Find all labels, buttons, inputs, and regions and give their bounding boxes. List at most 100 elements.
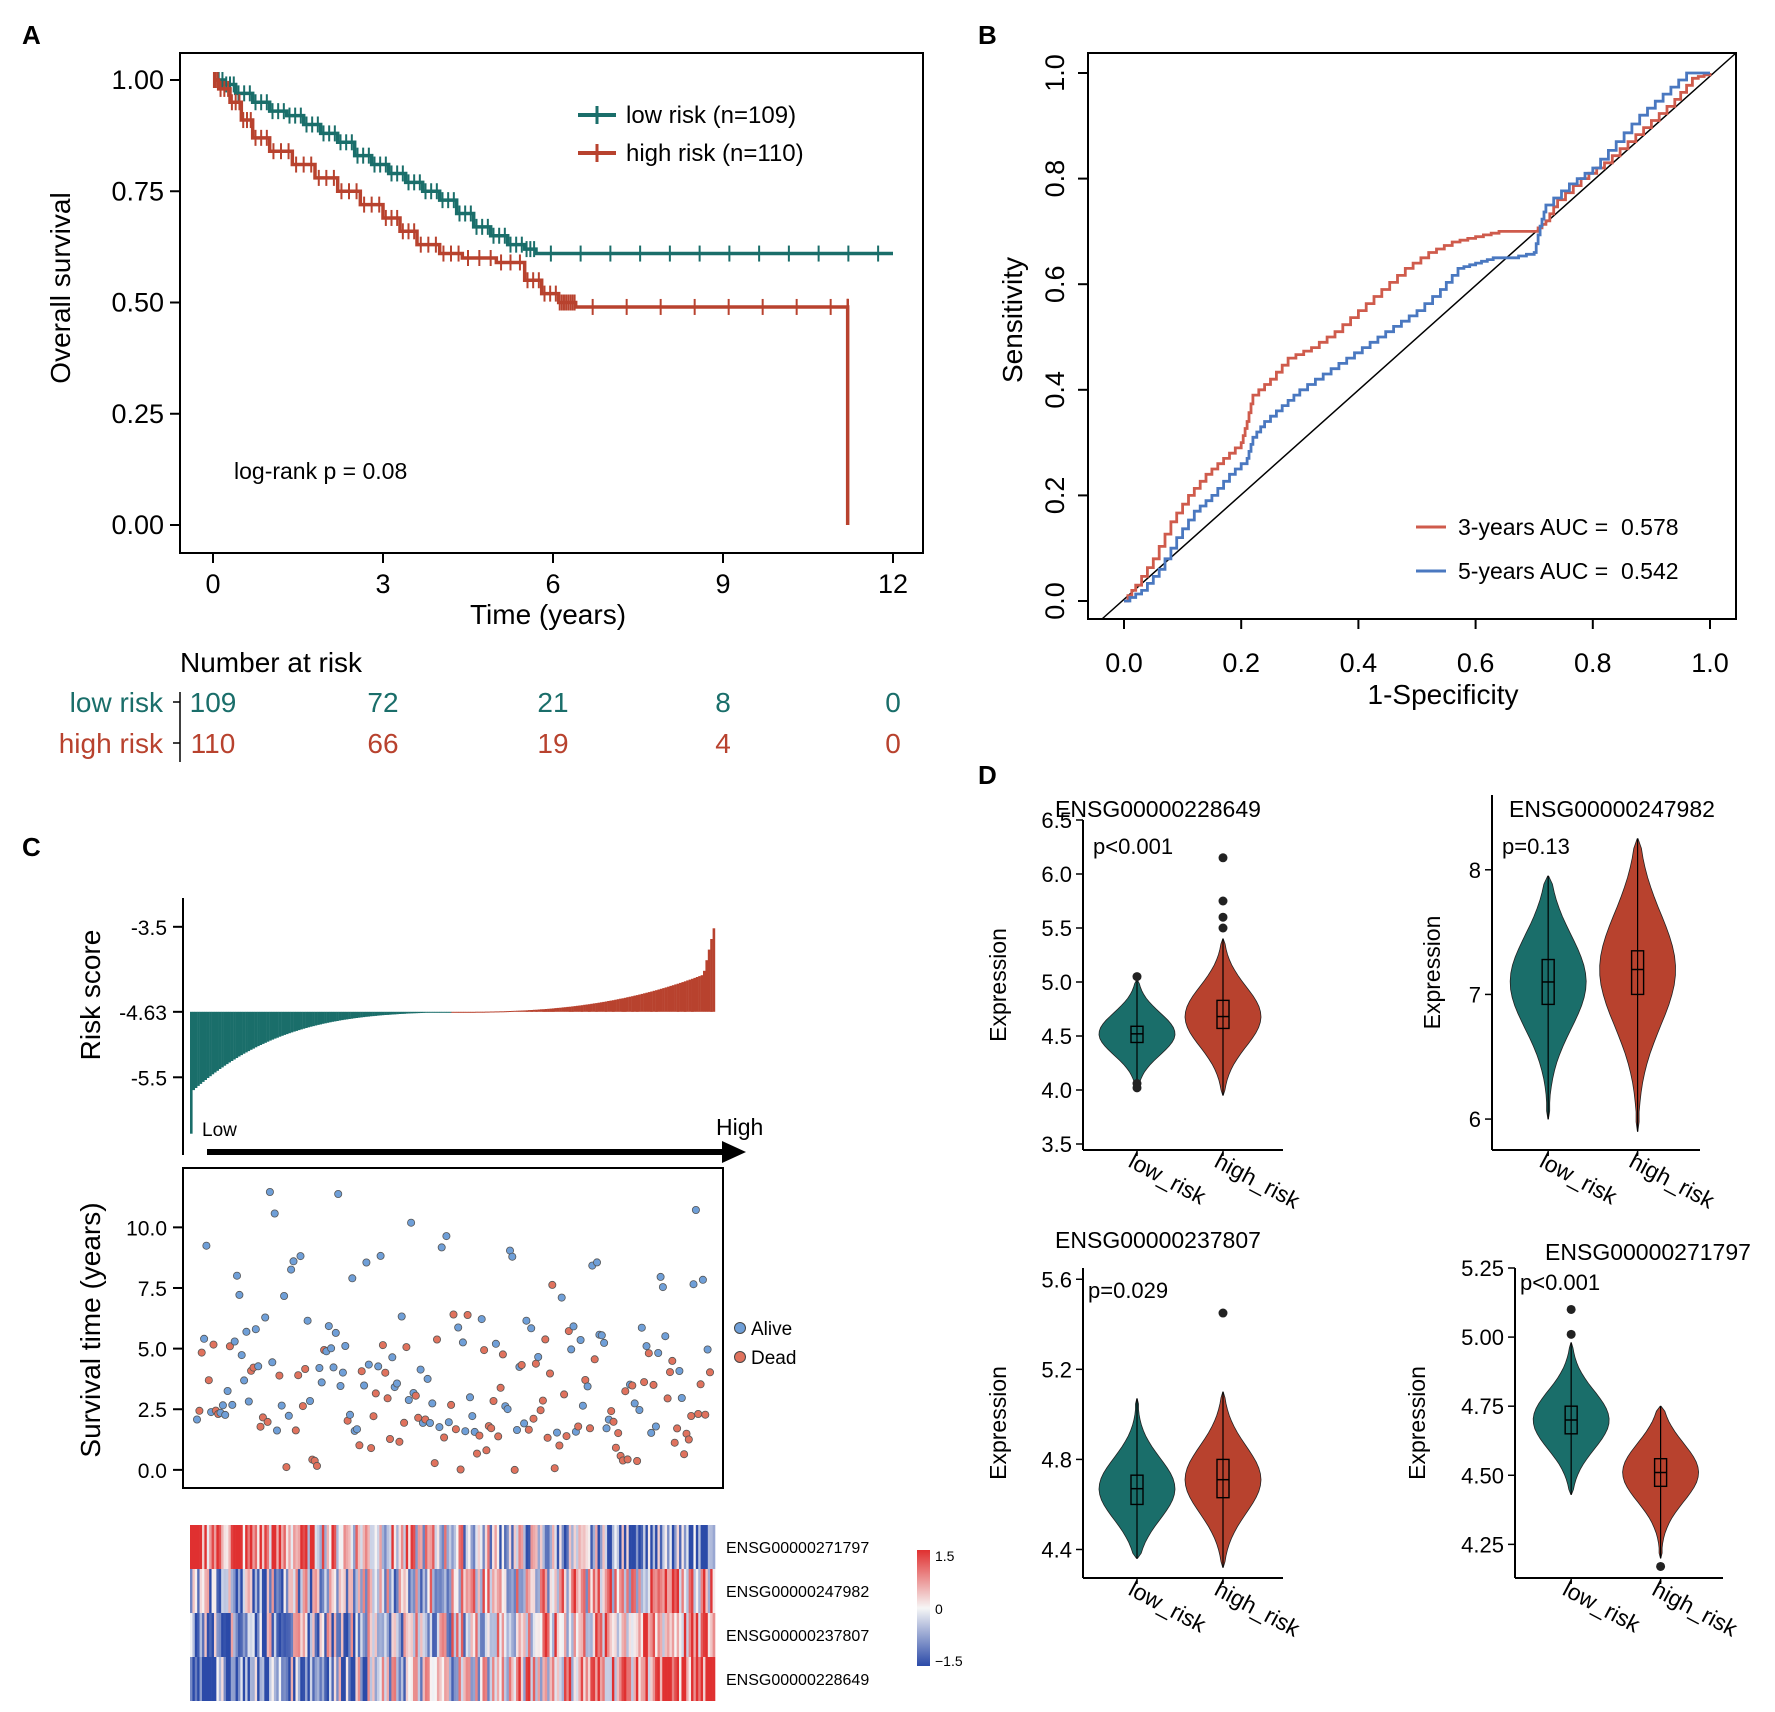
- risk-score-bar: [499, 1011, 502, 1013]
- violin-ytick-label: 5.25: [1461, 1256, 1504, 1281]
- heatmap-cell: [365, 1657, 368, 1701]
- survival-point-dead: [298, 1402, 307, 1411]
- heatmap-cell: [695, 1613, 699, 1657]
- heatmap-cell: [300, 1613, 303, 1657]
- heatmap-cell: [386, 1569, 390, 1613]
- heatmap-cell: [273, 1613, 277, 1657]
- heatmap-cell: [355, 1657, 359, 1701]
- heatmap-cell: [417, 1613, 421, 1657]
- survival-point-alive: [289, 1257, 298, 1266]
- violin-category-label: low_risk: [1536, 1147, 1622, 1209]
- heatmap-cell: [228, 1525, 232, 1569]
- heatmap-cell: [285, 1569, 289, 1613]
- heatmap-cell: [568, 1525, 572, 1569]
- heatmap-cell: [482, 1613, 486, 1657]
- heatmap-cell: [434, 1525, 438, 1569]
- survival-point-dead: [494, 1432, 503, 1441]
- heatmap-cell: [671, 1657, 675, 1701]
- risk-score-bar: [470, 1011, 474, 1013]
- heatmap-cell: [595, 1657, 598, 1701]
- heatmap-cell: [482, 1525, 486, 1569]
- heatmap-cell: [587, 1525, 591, 1569]
- heatmap-cell: [635, 1525, 639, 1569]
- risk-score-bar: [496, 1011, 500, 1013]
- heatmap-cell: [475, 1657, 478, 1701]
- survival-point-alive: [200, 1334, 209, 1343]
- risk-score-bar: [607, 1001, 610, 1012]
- heatmap-cell: [487, 1613, 490, 1657]
- risk-score-bar: [230, 1011, 234, 1061]
- heatmap-cell: [360, 1613, 363, 1657]
- heatmap-cell: [547, 1657, 550, 1701]
- survival-point-alive: [527, 1324, 536, 1333]
- risk-score-bar: [192, 1011, 195, 1091]
- risk-score-bar: [537, 1009, 541, 1012]
- heatmap-cell: [245, 1613, 248, 1657]
- survival-point-dead: [529, 1414, 538, 1423]
- risk-score-bar: [456, 1011, 459, 1013]
- heatmap-cell: [458, 1525, 462, 1569]
- heatmap-cell: [271, 1569, 275, 1613]
- heatmap-cell: [206, 1613, 210, 1657]
- heatmap-cell: [374, 1657, 378, 1701]
- heatmap-cell: [513, 1613, 517, 1657]
- risk-score-bar: [235, 1011, 239, 1058]
- risk-score-bar: [393, 1011, 397, 1015]
- heatmap-cell: [705, 1525, 709, 1569]
- heatmap-cell: [489, 1525, 493, 1569]
- survival-point-dead: [355, 1441, 364, 1450]
- roc-ytick-label: 0.4: [1040, 371, 1070, 409]
- heatmap-cell: [312, 1525, 315, 1569]
- risk-score-bar: [357, 1011, 361, 1018]
- violin-pvalue: p=0.029: [1088, 1278, 1168, 1303]
- risk-score-bar: [353, 1011, 356, 1019]
- heatmap-cell: [484, 1569, 488, 1613]
- heatmap-cell: [662, 1569, 665, 1613]
- heatmap-cell: [561, 1613, 565, 1657]
- heatmap-cell: [362, 1525, 366, 1569]
- roc-ytick-label: 0.8: [1040, 160, 1070, 198]
- heatmap-cell: [446, 1525, 450, 1569]
- heatmap-cell: [681, 1569, 685, 1613]
- survival-point-alive: [329, 1363, 338, 1372]
- violin-subplot: 4.4 4.8 5.2 5.6 ENSG00000237807 p=0.029 Expres…: [985, 1227, 1305, 1642]
- heatmap-cell: [674, 1569, 677, 1613]
- survival-point-alive: [654, 1349, 663, 1358]
- heatmap-cell: [480, 1657, 483, 1701]
- heatmap-cell: [650, 1525, 653, 1569]
- heatmap-cell: [683, 1613, 687, 1657]
- risk-score-bar: [659, 988, 663, 1012]
- survival-point-alive: [341, 1342, 350, 1351]
- heatmap-cell: [379, 1525, 383, 1569]
- heatmap-cell: [290, 1525, 294, 1569]
- heatmap-cell: [683, 1657, 687, 1701]
- heatmap-cell: [372, 1525, 375, 1569]
- heatmap-cell: [281, 1569, 284, 1613]
- heatmap-cell: [230, 1525, 234, 1569]
- heatmap-cell: [511, 1613, 514, 1657]
- heatmap-cell: [575, 1613, 579, 1657]
- risk-score-bar: [300, 1011, 303, 1030]
- survival-ytick-label: 5.0: [138, 1339, 167, 1362]
- heatmap-cell: [460, 1525, 464, 1569]
- survival-point-dead: [385, 1435, 394, 1444]
- heatmap-cell: [396, 1525, 399, 1569]
- risk-score-bar: [278, 1011, 282, 1037]
- risk-score-bar: [693, 977, 697, 1012]
- heatmap-cell: [580, 1613, 584, 1657]
- km-annotation: log-rank p = 0.08: [234, 458, 407, 484]
- heatmap-cell: [333, 1569, 337, 1613]
- heatmap-cell: [681, 1525, 685, 1569]
- heatmap-cell: [355, 1525, 359, 1569]
- km-xtick-label: 0: [205, 569, 220, 599]
- risk-score-bar: [333, 1011, 337, 1022]
- heatmap-cell: [501, 1569, 505, 1613]
- risk-score-bar: [551, 1008, 555, 1012]
- risk-score-bar: [695, 977, 699, 1012]
- heatmap-cell: [477, 1657, 481, 1701]
- risk-score-bar: [317, 1011, 320, 1025]
- heatmap-cell: [379, 1613, 383, 1657]
- heatmap-cell: [228, 1613, 232, 1657]
- heatmap-cell: [563, 1613, 567, 1657]
- heatmap-cell: [192, 1569, 196, 1613]
